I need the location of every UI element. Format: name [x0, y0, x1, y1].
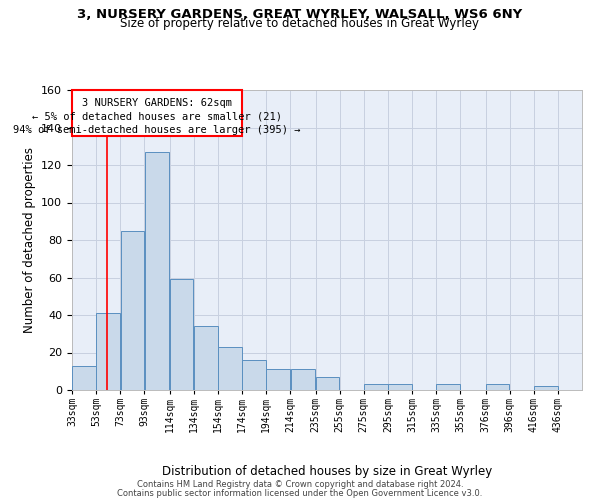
Text: ← 5% of detached houses are smaller (21): ← 5% of detached houses are smaller (21)	[32, 112, 282, 122]
Bar	[486, 384, 509, 390]
Bar	[73, 366, 96, 390]
Text: Contains HM Land Registry data © Crown copyright and database right 2024.: Contains HM Land Registry data © Crown c…	[137, 480, 463, 489]
Bar	[242, 360, 266, 390]
Text: Contains public sector information licensed under the Open Government Licence v3: Contains public sector information licen…	[118, 488, 482, 498]
Y-axis label: Number of detached properties: Number of detached properties	[23, 147, 35, 333]
Text: Distribution of detached houses by size in Great Wyrley: Distribution of detached houses by size …	[162, 464, 492, 477]
Bar	[534, 386, 557, 390]
Bar	[97, 313, 120, 390]
Bar	[388, 384, 412, 390]
Bar	[145, 152, 169, 390]
Text: 3, NURSERY GARDENS, GREAT WYRLEY, WALSALL, WS6 6NY: 3, NURSERY GARDENS, GREAT WYRLEY, WALSAL…	[77, 8, 523, 20]
Bar	[266, 370, 290, 390]
Bar	[170, 280, 193, 390]
Bar	[290, 370, 315, 390]
Bar	[121, 230, 144, 390]
Text: 94% of semi-detached houses are larger (395) →: 94% of semi-detached houses are larger (…	[13, 124, 301, 134]
Bar	[316, 377, 339, 390]
Bar	[218, 347, 242, 390]
Bar	[364, 384, 388, 390]
Bar	[194, 326, 218, 390]
Text: Size of property relative to detached houses in Great Wyrley: Size of property relative to detached ho…	[121, 18, 479, 30]
Bar	[436, 384, 460, 390]
Text: 3 NURSERY GARDENS: 62sqm: 3 NURSERY GARDENS: 62sqm	[82, 98, 232, 108]
Bar	[72, 90, 242, 136]
